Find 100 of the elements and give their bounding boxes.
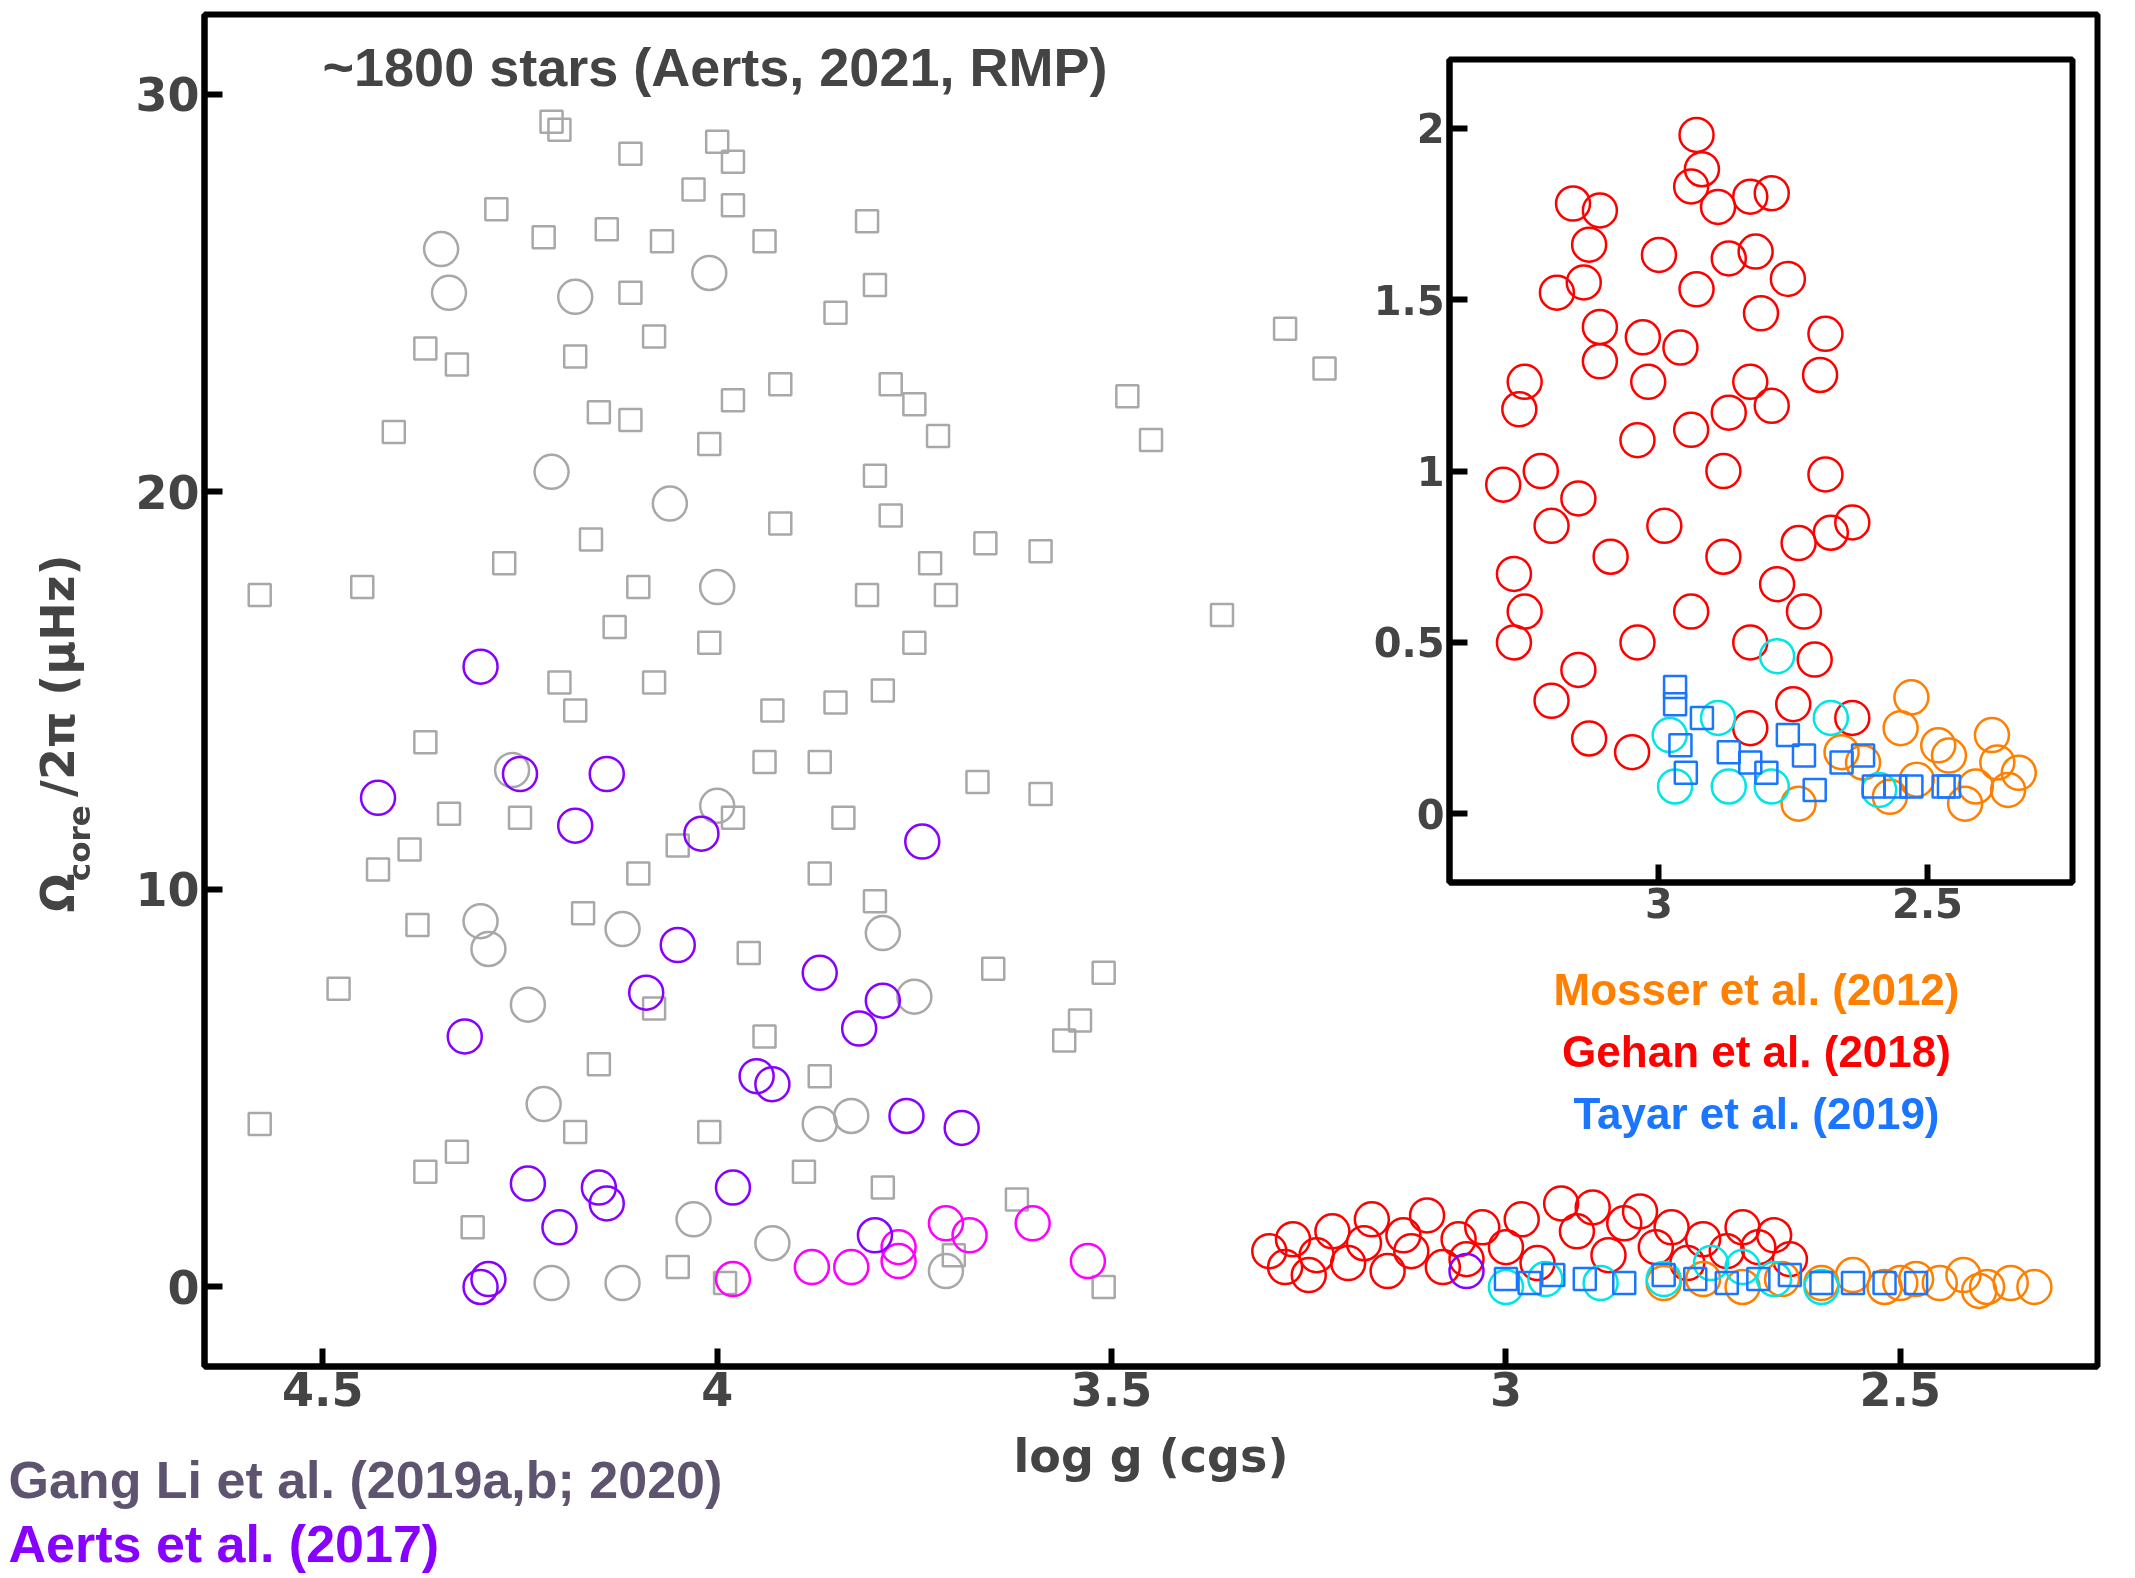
point: [1621, 1193, 1659, 1230]
point: [1606, 1205, 1643, 1242]
point: [1656, 768, 1694, 805]
point: [604, 910, 641, 948]
point: [1653, 1209, 1690, 1246]
point: [1740, 1228, 1777, 1266]
point: [501, 755, 539, 793]
point: [430, 274, 468, 312]
point: [1558, 1213, 1596, 1250]
point: [2016, 1268, 2053, 1306]
point: [588, 755, 626, 793]
point: [1646, 507, 1683, 545]
point: [698, 568, 736, 606]
point: [1678, 116, 1715, 154]
point: [1780, 524, 1817, 562]
x-tick-label: 3.5: [1070, 1362, 1153, 1417]
point: [1542, 1185, 1580, 1222]
point: [1930, 737, 1968, 774]
x-tick-label: 4.5: [282, 1362, 364, 1417]
point: [1251, 1232, 1288, 1270]
point: [1683, 151, 1721, 188]
point: [1802, 777, 1827, 803]
point: [951, 1217, 988, 1254]
point: [683, 815, 720, 852]
point: [1662, 329, 1699, 366]
point: [1424, 1248, 1462, 1286]
x-tick-label: 3: [1645, 880, 1673, 927]
point: [1560, 480, 1597, 517]
y-axis-title: Ωcore /2π (μHz): [30, 554, 97, 913]
x-tick-label: 2.5: [1892, 880, 1963, 927]
point: [1775, 722, 1801, 748]
point: [1274, 1221, 1312, 1258]
point: [1699, 699, 1737, 737]
point: [1742, 295, 1780, 332]
point: [1710, 240, 1748, 277]
text: Gang Li et al. (2019a,b; 2020): [8, 1450, 723, 1509]
y-tick-label: 30: [135, 68, 200, 123]
point: [588, 1185, 626, 1222]
point: [1353, 1201, 1391, 1238]
point: [1737, 233, 1774, 270]
point: [1755, 1217, 1793, 1254]
point: [1807, 456, 1844, 493]
point: [1716, 739, 1742, 765]
text: Gehan et al. (2018): [1562, 1026, 1951, 1076]
point: [1290, 1256, 1327, 1294]
point: [1812, 514, 1850, 551]
x-axis-title: log g (cgs): [1013, 1428, 1289, 1483]
point: [604, 1264, 641, 1302]
point: [943, 1109, 980, 1147]
point: [864, 982, 902, 1019]
point: [1705, 538, 1742, 575]
point: [1484, 466, 1522, 503]
point: [1266, 1248, 1304, 1286]
point: [1501, 391, 1538, 428]
point: [1592, 538, 1629, 575]
x-tick-label: 2.5: [1859, 1362, 1942, 1417]
point: [359, 779, 397, 817]
point: [1678, 271, 1715, 308]
point: [1506, 593, 1543, 630]
point: [793, 1248, 831, 1286]
point: [1785, 593, 1823, 630]
point: [525, 1085, 562, 1123]
point: [1705, 452, 1742, 490]
y-tick-label: 1.5: [1373, 277, 1445, 324]
point: [1699, 188, 1737, 226]
point: [1345, 1225, 1383, 1262]
point: [493, 751, 531, 789]
point: [1314, 1213, 1351, 1250]
point: [541, 1209, 578, 1246]
point: [1572, 1266, 1598, 1292]
point: [1538, 274, 1576, 311]
point: [1921, 1264, 1958, 1302]
point: [754, 1225, 791, 1262]
y-tick-label: 10: [135, 863, 200, 918]
point: [1992, 1264, 2029, 1302]
point: [1936, 774, 1962, 799]
point: [1448, 1240, 1485, 1278]
point: [462, 648, 499, 685]
point: [1495, 624, 1533, 661]
point: [754, 1065, 791, 1103]
point: [1069, 1242, 1107, 1280]
point: [1812, 699, 1850, 737]
point: [1945, 1256, 1982, 1294]
point: [1590, 1236, 1627, 1274]
point: [1570, 226, 1608, 263]
point: [1746, 1266, 1771, 1292]
point: [1710, 768, 1748, 805]
point: [1968, 1268, 2006, 1306]
point: [1758, 565, 1796, 603]
point: [1369, 1252, 1406, 1290]
point: [714, 1169, 752, 1206]
point: [2000, 754, 2038, 791]
point: [1612, 1270, 1637, 1296]
point: [509, 1165, 547, 1202]
point: [1714, 1270, 1740, 1296]
point: [1581, 192, 1619, 229]
point: [1298, 1236, 1335, 1274]
point: [1732, 363, 1769, 401]
point: [1581, 308, 1619, 346]
point: [462, 902, 499, 940]
